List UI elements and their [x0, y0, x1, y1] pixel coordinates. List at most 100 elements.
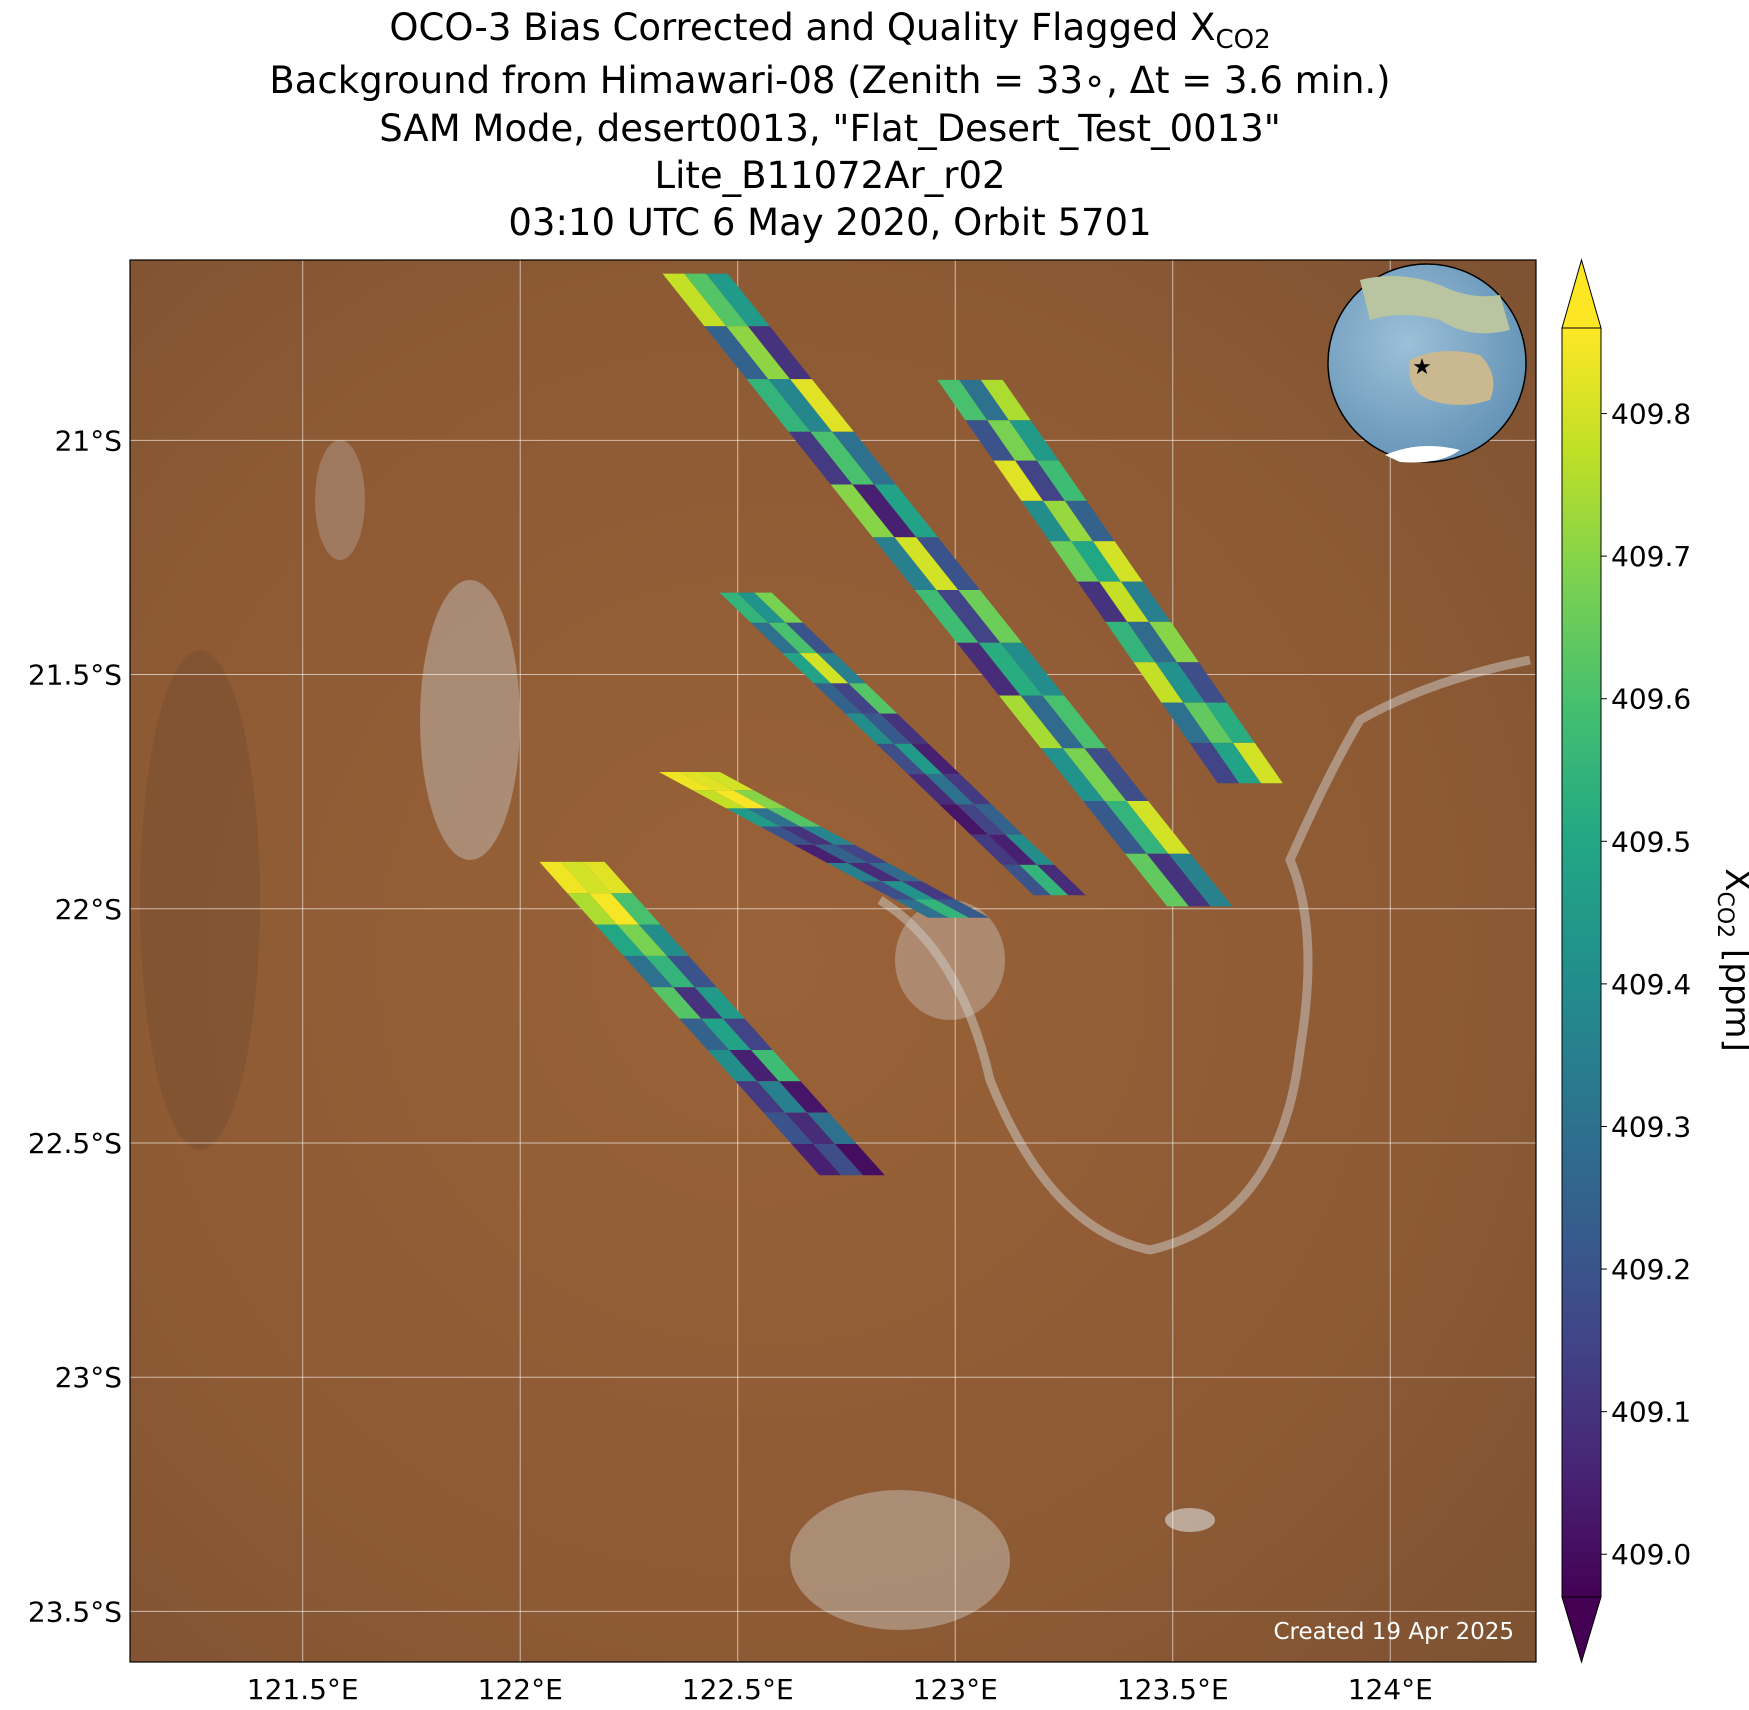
- xco2-cell: [925, 774, 975, 805]
- colorbar-tick-label: 409.0: [1611, 1538, 1691, 1571]
- colorbar-tick-label: 409.6: [1611, 683, 1691, 716]
- xco2-cell: [729, 1050, 779, 1082]
- subtitle-line: SAM Mode, desert0013, "Flat_Desert_Test_…: [379, 107, 1281, 150]
- xco2-cell: [911, 743, 961, 775]
- xco2-cell: [1065, 500, 1115, 542]
- xco2-cell: [666, 955, 717, 988]
- xco2-cell: [638, 924, 689, 956]
- xco2-cell: [1125, 853, 1189, 907]
- title-sub: CO2: [1215, 25, 1270, 55]
- xco2-cell: [707, 1050, 758, 1082]
- xco2-cell: [719, 592, 769, 623]
- xco2-cell: [1211, 742, 1262, 784]
- xco2-cell: [673, 987, 723, 1019]
- xco2-cell: [847, 863, 902, 882]
- xco2-cell: [1126, 801, 1191, 854]
- xco2-cell: [582, 861, 633, 894]
- xco2-cell: [746, 808, 801, 827]
- xco2-cell: [813, 683, 863, 714]
- xco2-cell: [780, 826, 835, 845]
- xco2-cell: [845, 713, 894, 744]
- xco2-cell: [539, 861, 590, 894]
- xco2-cell: [763, 1112, 814, 1144]
- xco2-cell: [893, 743, 943, 775]
- xco2-cell: [793, 844, 848, 863]
- colorbar: 409.0 409.1 409.2 409.3 409.4 409.5 409.6 409.7…: [1561, 258, 1691, 1664]
- xco2-cell: [1002, 864, 1051, 896]
- xco2-cell: [736, 592, 786, 623]
- xco2-cell: [813, 1144, 863, 1176]
- xco2-cell: [733, 790, 788, 809]
- xco2-cell: [735, 1081, 786, 1113]
- xco2-cell: [1036, 864, 1086, 896]
- y-tick-label: 21°S: [55, 424, 122, 457]
- colorbar-tick-label: 409.5: [1611, 825, 1691, 858]
- xco2-cell: [879, 713, 929, 744]
- xco2-cell: [1155, 662, 1205, 703]
- xco2-cell: [835, 1144, 885, 1176]
- xco2-cell: [726, 808, 781, 827]
- colorbar-label-main: X: [1717, 868, 1749, 891]
- xco2-cell: [1015, 460, 1065, 501]
- xco2-cell: [589, 893, 639, 925]
- xco2-cell: [760, 826, 814, 845]
- xco2-cell: [790, 379, 854, 432]
- xco2-cell: [958, 590, 1023, 643]
- xco2-cell: [894, 537, 959, 590]
- xco2-cell: [713, 790, 767, 809]
- xco2-cell: [726, 326, 791, 380]
- xco2-cell: [1049, 541, 1100, 582]
- xco2-cell: [1093, 541, 1143, 582]
- xco2-cell: [748, 326, 812, 380]
- xco2-cell: [788, 431, 853, 485]
- xco2-cell: [1146, 853, 1211, 907]
- y-tick-label: 21.5°S: [28, 659, 122, 692]
- xco2-cell: [1105, 621, 1156, 663]
- xco2-cell: [722, 1018, 773, 1050]
- xco2-cell: [779, 1081, 829, 1113]
- colorbar-tick-label: 409.3: [1611, 1110, 1691, 1143]
- colorbar-tick-label: 409.1: [1611, 1396, 1691, 1429]
- xco2-cell: [901, 881, 956, 900]
- y-tick-label: 23.5°S: [28, 1595, 122, 1628]
- xco2-cell: [998, 695, 1063, 749]
- xco2-cell: [1000, 642, 1065, 696]
- map: ★ Created 19 Apr 2025: [129, 259, 1537, 1663]
- xco2-cell: [1149, 621, 1199, 663]
- title-main: OCO-3 Bias Corrected and Quality Flagged…: [389, 6, 1215, 49]
- xco2-cell: [699, 772, 754, 791]
- xco2-cell: [782, 653, 832, 684]
- xco2-cell: [852, 484, 917, 538]
- svg-text:★: ★: [1412, 355, 1432, 380]
- xco2-cell: [1062, 748, 1127, 801]
- subtitle-line: Background from Himawari-08 (Zenith = 33…: [269, 59, 1390, 102]
- xco2-cell: [766, 808, 821, 827]
- xco2-cell: [617, 924, 667, 956]
- xco2-cell: [692, 790, 747, 809]
- xco2-cell: [1077, 581, 1128, 622]
- colorbar-tick-label: 409.2: [1611, 1253, 1691, 1286]
- xco2-cell: [914, 899, 969, 918]
- xco2-cell: [861, 881, 915, 900]
- xco2-cell: [907, 774, 957, 805]
- xco2-cell: [942, 774, 992, 805]
- colorbar-label-sub: CO2: [1712, 891, 1737, 938]
- xco2-cell: [830, 484, 895, 538]
- xco2-cell: [1019, 864, 1069, 896]
- xco2-cell: [704, 326, 769, 380]
- xco2-cell: [935, 899, 990, 918]
- x-tick-label: 121.5°E: [247, 1673, 359, 1706]
- xco2-cell: [937, 379, 988, 421]
- xco2-cell: [651, 987, 702, 1019]
- xco2-cell: [1008, 420, 1059, 461]
- title: OCO-3 Bias Corrected and Quality Flagged…: [389, 6, 1270, 55]
- xco2-cell: [701, 1018, 751, 1050]
- xco2-cell: [1099, 581, 1149, 622]
- xco2-cell: [679, 772, 734, 791]
- x-tick-label: 123°E: [913, 1673, 998, 1706]
- xco2-cell: [862, 713, 912, 744]
- xco2-cell: [706, 273, 770, 327]
- xco2-cell: [1189, 742, 1240, 784]
- xco2-cell: [1183, 702, 1233, 743]
